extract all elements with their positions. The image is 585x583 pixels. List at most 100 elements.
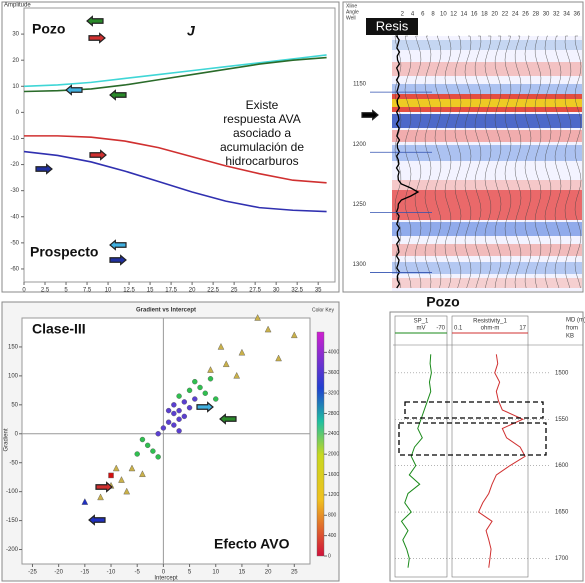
wiggle-trace bbox=[494, 35, 502, 289]
y-tick-label: 1150 bbox=[353, 82, 367, 88]
y-tick-label: 0 bbox=[16, 110, 20, 116]
section-band bbox=[392, 278, 582, 288]
x-tick-label: 0 bbox=[22, 288, 26, 294]
depth-header: from bbox=[566, 326, 578, 332]
point bbox=[207, 376, 214, 382]
colorbar-label: 3600 bbox=[328, 370, 339, 376]
arrow-icon bbox=[65, 84, 83, 96]
log-curve bbox=[477, 354, 526, 568]
section-band bbox=[392, 40, 582, 50]
section-title: Resis bbox=[376, 18, 409, 33]
section-band bbox=[392, 262, 582, 274]
colorbar-label: 800 bbox=[328, 513, 337, 519]
x-tick-label: 15 bbox=[147, 288, 154, 294]
annotation: J bbox=[187, 23, 196, 39]
section-band bbox=[392, 99, 582, 107]
point bbox=[128, 464, 136, 472]
y-tick-label: -40 bbox=[10, 214, 19, 220]
annotation: Clase-III bbox=[32, 321, 86, 337]
x-tick-label: 32.5 bbox=[291, 288, 303, 294]
x-tick-label: 22.5 bbox=[207, 288, 219, 294]
x-tick-label: -5 bbox=[135, 570, 141, 576]
arrow-icon bbox=[35, 163, 53, 175]
point bbox=[171, 402, 177, 408]
wiggle-trace bbox=[544, 35, 552, 289]
wiggle-trace bbox=[574, 35, 582, 289]
point bbox=[181, 413, 188, 420]
colorbar-label: 2000 bbox=[328, 452, 339, 458]
y-tick-label: -150 bbox=[6, 518, 19, 524]
point bbox=[165, 419, 172, 425]
point bbox=[97, 493, 104, 501]
x-tick-label: 28 bbox=[532, 12, 539, 18]
x-tick-label: -20 bbox=[54, 570, 63, 576]
x-tick-label: 34 bbox=[563, 12, 570, 18]
wiggle-trace bbox=[404, 35, 412, 289]
x-tick-label: 4 bbox=[411, 12, 415, 18]
x-tick-label: 15 bbox=[239, 570, 246, 576]
colorbar-label: 400 bbox=[328, 533, 337, 539]
x-tick-label: 27.5 bbox=[249, 288, 261, 294]
plot-area bbox=[21, 317, 311, 565]
wiggle-trace bbox=[534, 35, 542, 289]
arrow-icon bbox=[196, 401, 214, 413]
section-band bbox=[392, 84, 582, 94]
point bbox=[186, 387, 193, 394]
x-tick-label: 20 bbox=[265, 570, 272, 576]
annotation: Prospecto bbox=[30, 244, 98, 260]
point bbox=[134, 451, 140, 457]
wiggle-trace bbox=[444, 35, 452, 289]
section-band bbox=[392, 114, 582, 128]
wiggle-trace bbox=[454, 35, 462, 289]
y-axis-label: Amplitude bbox=[4, 3, 31, 9]
depth-header: KB bbox=[566, 334, 574, 340]
x-tick-label: 25 bbox=[291, 570, 298, 576]
annotation: respuesta AVA bbox=[223, 112, 301, 126]
point bbox=[290, 331, 298, 339]
point bbox=[165, 407, 172, 414]
wiggle-trace bbox=[484, 35, 492, 289]
point bbox=[192, 378, 198, 385]
colorbar-label: 0 bbox=[328, 553, 331, 559]
wiggle-trace bbox=[504, 35, 512, 289]
wiggle-trace bbox=[394, 35, 402, 289]
header-label: Well bbox=[346, 15, 356, 21]
point bbox=[176, 416, 182, 422]
point bbox=[192, 396, 198, 402]
point bbox=[181, 399, 188, 405]
point bbox=[254, 314, 261, 321]
x-tick-label: 2.5 bbox=[41, 288, 50, 294]
x-tick-label: -25 bbox=[28, 570, 37, 576]
point bbox=[155, 431, 161, 437]
annotation: Existe bbox=[246, 98, 279, 112]
y-tick-label: 20 bbox=[12, 58, 19, 64]
x-tick-label: 14 bbox=[461, 12, 468, 18]
arrow-icon bbox=[361, 109, 379, 121]
track bbox=[451, 315, 529, 578]
point bbox=[81, 498, 89, 505]
series-line bbox=[23, 54, 327, 88]
y-tick-label: 1700 bbox=[555, 556, 569, 562]
x-tick-label: 24 bbox=[512, 12, 519, 18]
point bbox=[144, 442, 151, 449]
track-scale: 0.1 bbox=[454, 326, 463, 332]
x-tick-label: -10 bbox=[107, 570, 116, 576]
y-tick-label: -60 bbox=[10, 267, 19, 273]
header-label: Angle bbox=[346, 9, 359, 15]
colorbar-label: 2800 bbox=[328, 411, 339, 417]
plot-area bbox=[23, 7, 336, 283]
track-unit: ohm-m bbox=[481, 326, 500, 332]
x-tick-label: 7.5 bbox=[83, 288, 92, 294]
annotation: asociado a bbox=[233, 126, 291, 140]
point bbox=[275, 354, 282, 362]
colorbar-label: 2400 bbox=[328, 431, 339, 437]
highlight-box bbox=[398, 422, 547, 456]
y-tick-label: 1300 bbox=[353, 262, 367, 268]
point bbox=[176, 428, 182, 434]
panel-frame bbox=[389, 311, 584, 582]
y-tick-label: 1200 bbox=[353, 142, 367, 148]
annotation: hidrocarburos bbox=[225, 154, 298, 168]
section-band bbox=[392, 62, 582, 76]
wiggle-trace bbox=[464, 35, 472, 289]
header-label: Xline bbox=[346, 3, 357, 9]
